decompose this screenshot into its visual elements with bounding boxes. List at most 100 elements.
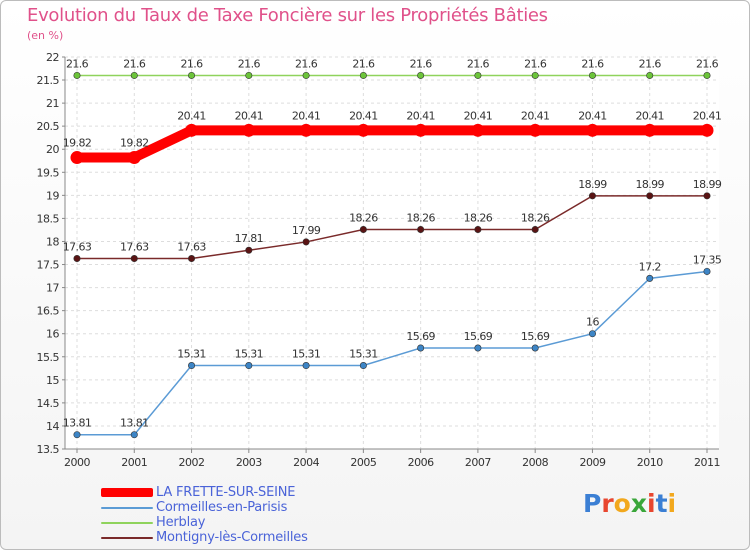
data-label: 20.41 — [177, 109, 206, 122]
data-label: 21.6 — [238, 57, 261, 70]
y-tick-label: 17.5 — [37, 259, 60, 272]
data-point — [188, 71, 196, 79]
y-tick-label: 16.5 — [37, 305, 60, 318]
data-label: 19.82 — [63, 137, 92, 150]
data-point — [245, 246, 253, 254]
data-label: 15.69 — [521, 330, 550, 343]
legend-swatch — [101, 506, 153, 509]
y-tick-label: 17 — [46, 282, 59, 295]
unit-label: (en %) — [27, 29, 64, 42]
data-label: 21.6 — [410, 57, 433, 70]
data-point — [528, 123, 542, 137]
data-point — [127, 151, 141, 165]
data-label: 18.26 — [464, 211, 493, 224]
data-label: 20.41 — [578, 109, 607, 122]
data-point — [302, 238, 310, 246]
data-point — [188, 362, 196, 370]
data-point — [130, 71, 138, 79]
x-tick-label: 2002 — [179, 456, 205, 469]
data-point — [70, 151, 84, 165]
y-tick-label: 14.5 — [37, 397, 60, 410]
data-label: 21.6 — [66, 57, 89, 70]
data-label: 17.63 — [63, 241, 92, 254]
logo-letter: i — [647, 489, 656, 518]
chart-legend: LA FRETTE-SUR-SEINE Cormeilles-en-Parisis… — [101, 485, 308, 545]
data-point — [356, 123, 370, 137]
chart-title: Evolution du Taux de Taxe Foncière sur l… — [27, 5, 548, 26]
data-label: 17.35 — [693, 253, 722, 266]
data-label: 21.6 — [180, 57, 203, 70]
x-tick-label: 2006 — [408, 456, 434, 469]
legend-label: Montigny-lès-Cormeilles — [156, 530, 308, 545]
data-label: 20.41 — [235, 109, 264, 122]
data-label: 17.63 — [120, 241, 149, 254]
data-point — [588, 330, 596, 338]
data-point — [302, 71, 310, 79]
series-line-1 — [77, 270, 708, 436]
data-point — [531, 225, 539, 233]
data-label: 15.69 — [464, 330, 493, 343]
data-label: 15.31 — [292, 348, 321, 361]
data-label: 13.81 — [120, 417, 149, 430]
data-label: 15.69 — [406, 330, 435, 343]
data-point — [245, 71, 253, 79]
data-label: 18.26 — [521, 211, 550, 224]
data-point — [185, 123, 199, 137]
data-label: 15.31 — [177, 348, 206, 361]
data-label: 18.99 — [635, 178, 664, 191]
data-point — [299, 123, 313, 137]
x-tick-label: 2007 — [465, 456, 491, 469]
data-label: 17.63 — [177, 241, 206, 254]
proxiti-logo: Proxiti — [583, 489, 676, 518]
data-point — [302, 362, 310, 370]
data-label: 18.26 — [406, 211, 435, 224]
data-label: 19.82 — [120, 137, 149, 150]
data-point — [646, 71, 654, 79]
x-tick-label: 2001 — [121, 456, 147, 469]
y-tick-label: 18.5 — [37, 212, 60, 225]
data-point — [359, 71, 367, 79]
legend-swatch — [101, 488, 153, 497]
data-label: 17.99 — [292, 224, 321, 237]
y-tick-label: 20.5 — [37, 120, 60, 133]
data-label: 17.2 — [639, 260, 661, 273]
data-point — [474, 344, 482, 352]
logo-letter: P — [583, 489, 602, 518]
x-tick-label: 2005 — [350, 456, 376, 469]
y-tick-label: 22 — [46, 51, 59, 64]
data-point — [130, 431, 138, 439]
data-point — [417, 344, 425, 352]
data-point — [359, 362, 367, 370]
data-point — [531, 71, 539, 79]
x-tick-label: 2009 — [579, 456, 605, 469]
x-tick-label: 2010 — [637, 456, 663, 469]
legend-item: Cormeilles-en-Parisis — [101, 500, 308, 515]
data-label: 21.6 — [524, 57, 547, 70]
data-point — [703, 71, 711, 79]
data-point — [471, 123, 485, 137]
y-tick-label: 15 — [46, 374, 59, 387]
logo-letter: r — [601, 489, 614, 518]
y-tick-label: 15.5 — [37, 351, 60, 364]
y-tick-label: 19 — [46, 189, 59, 202]
series-line-0 — [72, 125, 712, 163]
data-label: 13.81 — [63, 417, 92, 430]
data-point — [474, 71, 482, 79]
data-point — [242, 123, 256, 137]
data-point — [588, 71, 596, 79]
data-label: 20.41 — [693, 109, 722, 122]
data-point — [646, 192, 654, 200]
y-tick-label: 13.5 — [37, 443, 60, 456]
data-label: 18.99 — [578, 178, 607, 191]
data-point — [643, 123, 657, 137]
data-point — [188, 255, 196, 263]
data-point — [414, 123, 428, 137]
logo-letter: i — [667, 489, 677, 518]
x-tick-label: 2004 — [293, 456, 319, 469]
series-line-3 — [77, 195, 707, 260]
data-label: 21.6 — [581, 57, 604, 70]
data-label: 21.6 — [467, 57, 490, 70]
logo-letter: x — [630, 489, 647, 518]
data-label: 17.81 — [235, 232, 264, 245]
